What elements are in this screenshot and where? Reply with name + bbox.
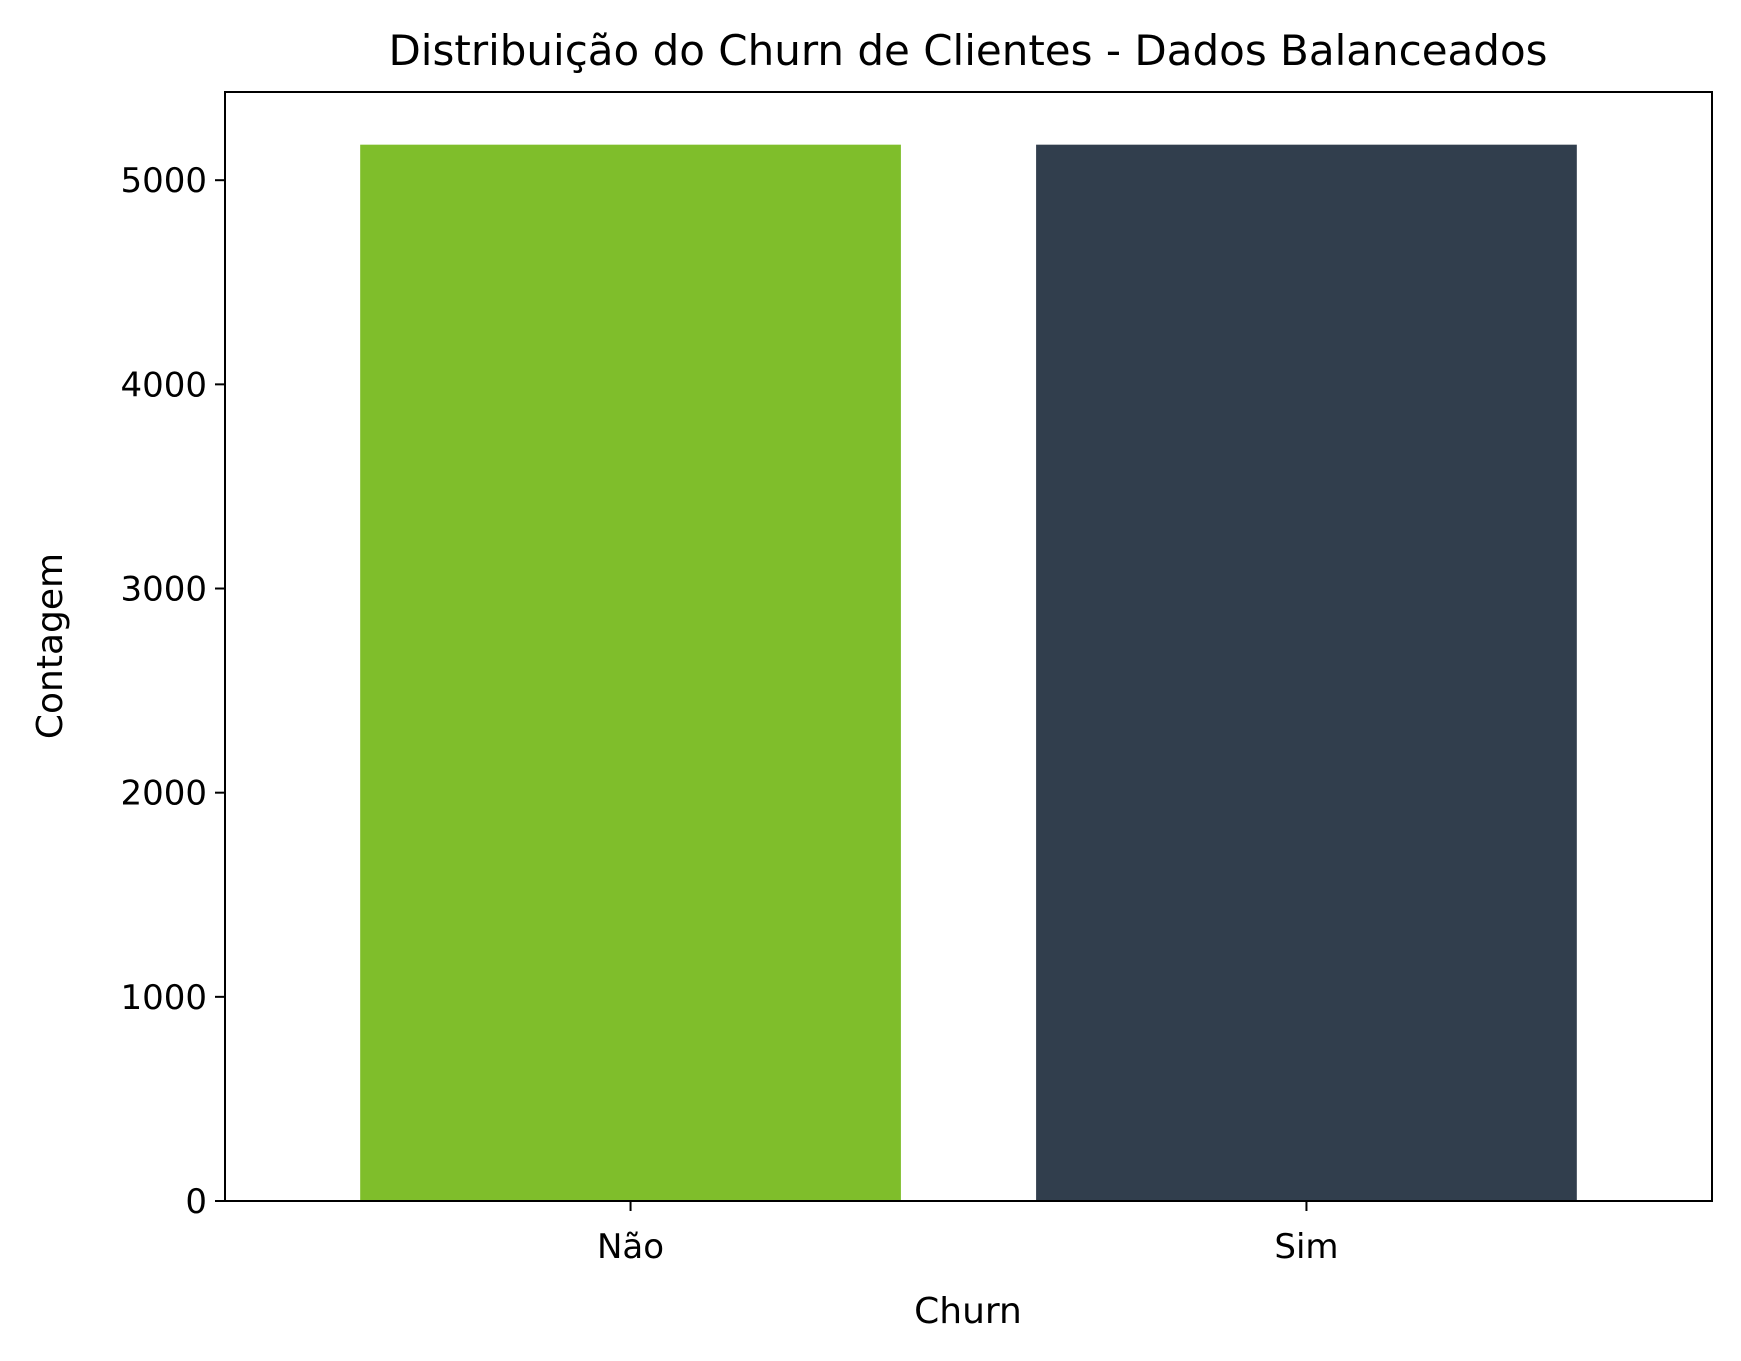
y-axis: 0 1000 2000 3000 4000 5000: [120, 161, 225, 1222]
chart-title: Distribuição do Churn de Clientes - Dado…: [388, 26, 1547, 75]
y-axis-title: Contagem: [30, 553, 71, 739]
x-axis: Não Sim: [597, 1201, 1339, 1267]
y-tick-label: 0: [185, 1182, 207, 1222]
y-tick-label: 3000: [120, 570, 207, 610]
x-axis-title: Churn: [914, 1291, 1022, 1332]
x-tick-label: Não: [597, 1227, 664, 1267]
y-tick-label: 2000: [120, 774, 207, 814]
x-tick-label: Sim: [1274, 1227, 1338, 1267]
y-tick-label: 1000: [120, 978, 207, 1018]
y-tick-label: 5000: [120, 161, 207, 201]
bars-group: [360, 144, 1577, 1201]
bar-sim: [1036, 144, 1577, 1201]
y-tick-label: 4000: [120, 365, 207, 405]
plot-frame: [224, 91, 1713, 1202]
bar-nao: [360, 144, 901, 1201]
